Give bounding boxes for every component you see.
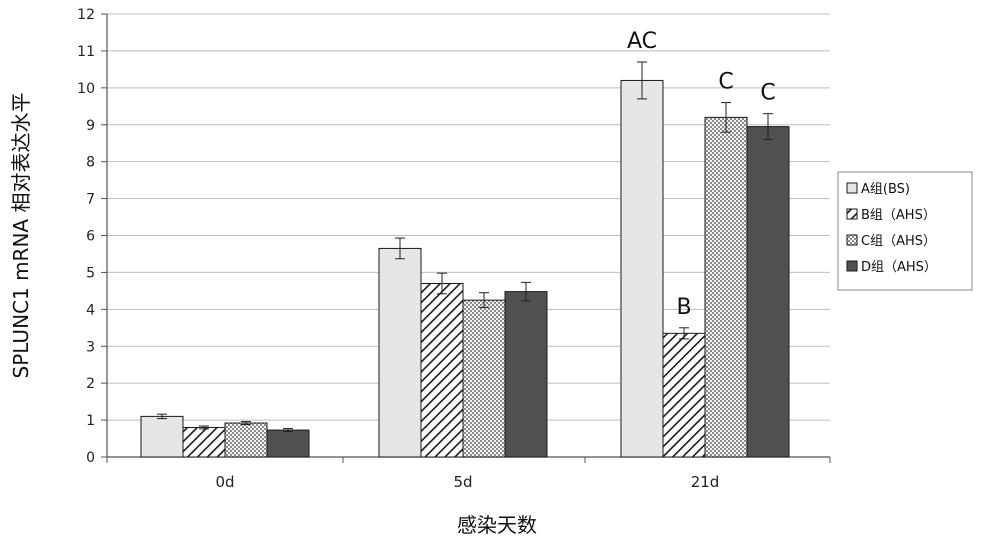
bar-annotation: B (676, 295, 691, 320)
x-category-label: 0d (215, 473, 234, 491)
gridlines (107, 13, 830, 421)
bar (182, 426, 226, 458)
bar-annotation: C (718, 70, 733, 95)
legend-box (837, 171, 973, 291)
bars (140, 61, 790, 458)
legend-swatch (846, 234, 858, 246)
y-tick-label: 12 (77, 7, 95, 23)
legend-swatch (846, 208, 858, 220)
bar (504, 291, 548, 458)
bar (224, 422, 268, 458)
x-category-label: 5d (453, 473, 472, 491)
y-tick-label: 10 (77, 81, 95, 97)
legend: A组(BS) B组（AHS） C组（AHS） D组（AHS） (837, 171, 973, 291)
y-tick-label: 3 (86, 339, 95, 355)
legend-swatch (846, 260, 858, 272)
y-tick-label: 1 (86, 413, 95, 429)
bar (620, 79, 664, 458)
y-tick-label: 0 (86, 450, 95, 466)
bar-annotation: AC (627, 29, 657, 54)
y-tick-label: 4 (86, 302, 95, 318)
legend-swatch (846, 182, 858, 194)
legend-label: A组(BS) (861, 182, 910, 197)
bar (140, 415, 184, 458)
legend-label: D组（AHS） (861, 260, 937, 275)
y-tick-label: 2 (86, 376, 95, 392)
bar (704, 116, 748, 458)
y-axis-title: SPLUNC1 mRNA 相对表达水平 (9, 93, 33, 379)
bar-annotation: C (760, 81, 775, 106)
bar (462, 299, 506, 458)
y-tick-label: 5 (86, 265, 95, 281)
y-tick-label: 6 (86, 229, 95, 245)
x-category-label: 21d (691, 473, 720, 491)
legend-label: B组（AHS） (861, 208, 936, 223)
x-axis-title: 感染天数 (457, 513, 537, 537)
y-tick-label: 9 (86, 118, 95, 134)
y-tick-label: 7 (86, 192, 95, 208)
bar (662, 332, 706, 458)
y-tick-label: 8 (86, 155, 95, 171)
bar (266, 429, 310, 458)
bar (746, 126, 790, 458)
bar (420, 282, 464, 458)
y-tick-label: 11 (77, 44, 95, 60)
bar (378, 247, 422, 458)
legend-label: C组（AHS） (861, 234, 936, 249)
